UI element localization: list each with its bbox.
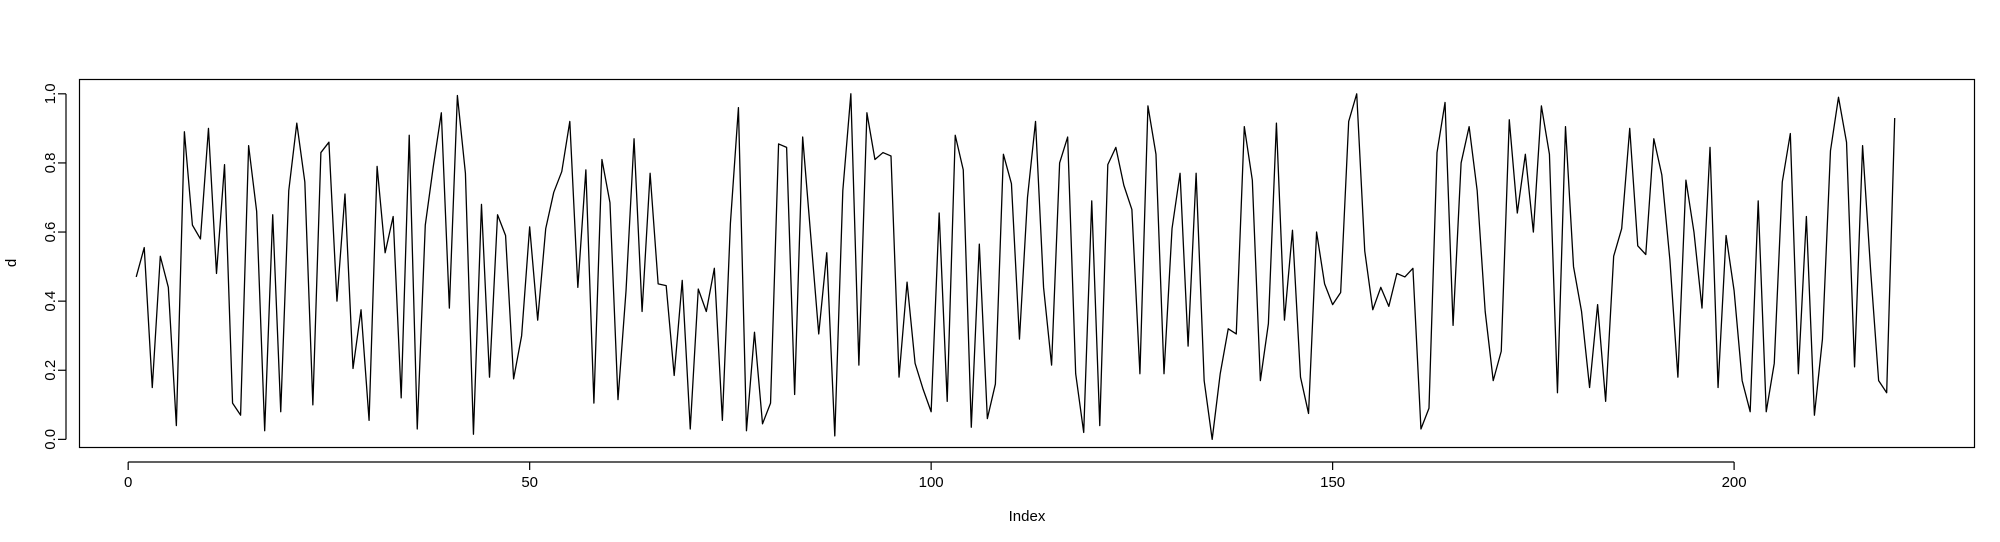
- x-tick-label: 50: [521, 474, 538, 491]
- plot-frame: [78, 78, 1976, 449]
- y-tick-label: 1.0: [42, 83, 59, 104]
- y-axis: 0.0 0.2 0.4 0.6 0.8 1.0: [42, 83, 67, 450]
- data-series-line: [135, 93, 1896, 441]
- x-axis-label: Index: [1009, 508, 1046, 525]
- y-tick-label: 0.2: [42, 360, 59, 381]
- y-tick-label: 0.0: [42, 429, 59, 450]
- x-tick-label: 150: [1320, 474, 1345, 491]
- x-axis: 0 50 100 150 200: [124, 461, 1747, 491]
- y-tick-label: 0.4: [42, 291, 59, 312]
- x-tick-label: 200: [1722, 474, 1747, 491]
- y-tick-label: 0.6: [42, 222, 59, 243]
- y-axis-label: d: [3, 259, 20, 267]
- x-tick-label: 0: [124, 474, 132, 491]
- y-tick-label: 0.8: [42, 152, 59, 173]
- x-tick-label: 100: [919, 474, 944, 491]
